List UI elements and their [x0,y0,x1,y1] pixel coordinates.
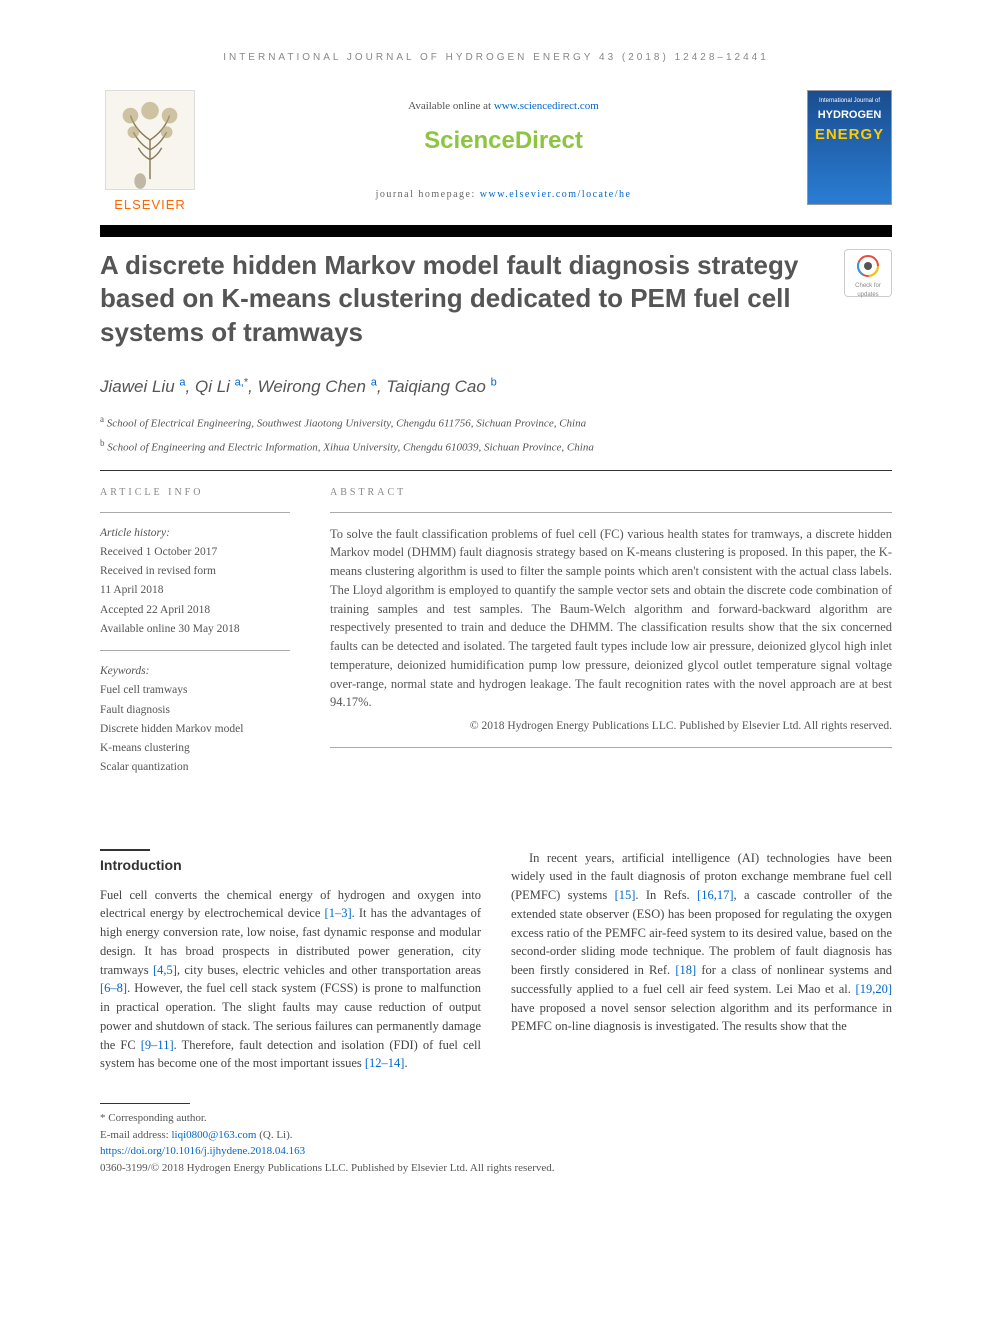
section-rule [100,849,150,851]
abstract-copyright: © 2018 Hydrogen Energy Publications LLC.… [330,718,892,735]
black-rule [100,225,892,237]
intro-para-2: In recent years, artificial intelligence… [511,849,892,1037]
aff-a-text: School of Electrical Engineering, Southw… [107,418,586,430]
sciencedirect-brand: ScienceDirect [220,123,787,159]
email-suffix: (Q. Li). [256,1129,292,1141]
keyword-2: Fault diagnosis [100,702,290,719]
author-3[interactable]: Weirong Chen [258,377,366,396]
elsevier-tree-icon [105,90,195,190]
header-center: Available online at www.sciencedirect.co… [220,90,787,202]
abstract-hr [330,512,892,513]
author-1-aff: a [179,376,185,388]
footer-rule [100,1103,190,1104]
keyword-4: K-means clustering [100,740,290,757]
article-title: A discrete hidden Markov model fault dia… [100,249,829,350]
affiliation-b: b School of Engineering and Electric Inf… [100,437,892,456]
sciencedirect-link[interactable]: www.sciencedirect.com [494,100,599,112]
journal-cover[interactable]: International Journal of HYDROGEN ENERGY [807,90,892,205]
affiliation-a: a School of Electrical Engineering, Sout… [100,413,892,432]
revised-date-2: 11 April 2018 [100,582,290,599]
doi-link[interactable]: https://doi.org/10.1016/j.ijhydene.2018.… [100,1145,305,1157]
author-2[interactable]: Qi Li [195,377,230,396]
article-info: ARTICLE INFO Article history: Received 1… [100,485,290,779]
abstract: ABSTRACT To solve the fault classificati… [330,485,892,779]
header-block: ELSEVIER Available online at www.science… [100,90,892,215]
ref-1-3[interactable]: [1–3] [325,906,352,920]
elsevier-name: ELSEVIER [100,195,200,215]
info-hr-2 [100,650,290,651]
crossmark-badge[interactable]: Check for updates [844,249,892,297]
abstract-text: To solve the fault classification proble… [330,525,892,713]
keyword-5: Scalar quantization [100,759,290,776]
author-1[interactable]: Jiawei Liu [100,377,175,396]
title-row: A discrete hidden Markov model fault dia… [100,249,892,350]
abstract-hr-bottom [330,747,892,748]
authors: Jiawei Liu a, Qi Li a,*, Weirong Chen a,… [100,374,892,400]
author-4-aff: b [491,376,497,388]
revised-date-1: Received in revised form [100,563,290,580]
cover-line2: HYDROGEN [812,107,887,124]
elsevier-logo[interactable]: ELSEVIER [100,90,200,215]
online-date: Available online 30 May 2018 [100,621,290,638]
intro-heading: Introduction [100,855,481,876]
intro-para-1: Fuel cell converts the chemical energy o… [100,886,481,1074]
accepted-date: Accepted 22 April 2018 [100,602,290,619]
hr-top [100,470,892,471]
body-columns: Introduction Fuel cell converts the chem… [100,849,892,1074]
journal-homepage: journal homepage: www.elsevier.com/locat… [220,187,787,202]
history-label: Article history: [100,525,290,542]
homepage-link[interactable]: www.elsevier.com/locate/he [480,189,632,200]
ref-15[interactable]: [15] [615,888,636,902]
crossmark-icon [856,254,880,278]
keyword-3: Discrete hidden Markov model [100,721,290,738]
received-date: Received 1 October 2017 [100,544,290,561]
info-abstract-row: ARTICLE INFO Article history: Received 1… [100,485,892,779]
aff-b-text: School of Engineering and Electric Infor… [107,441,594,453]
cover-line1: International Journal of [812,97,887,106]
available-prefix: Available online at [408,100,494,112]
available-online: Available online at www.sciencedirect.co… [220,98,787,115]
info-hr-1 [100,512,290,513]
page: INTERNATIONAL JOURNAL OF HYDROGEN ENERGY… [0,0,992,1236]
author-3-aff: a [371,376,377,388]
crossmark-label: Check for updates [845,282,891,300]
footer: * Corresponding author. E-mail address: … [100,1103,892,1176]
email-label: E-mail address: [100,1129,171,1141]
author-2-aff: a, [235,376,244,388]
email-link[interactable]: liqi0800@163.com [171,1129,256,1141]
abstract-head: ABSTRACT [330,485,892,500]
ref-19-20[interactable]: [19,20] [856,982,892,996]
author-2-corr: * [244,376,248,388]
corresponding-author: * Corresponding author. [100,1110,892,1127]
keywords-label: Keywords: [100,663,290,680]
running-head: INTERNATIONAL JOURNAL OF HYDROGEN ENERGY… [100,50,892,65]
ref-18[interactable]: [18] [675,963,696,977]
homepage-prefix: journal homepage: [376,189,480,200]
cover-line3: ENERGY [812,124,887,147]
ref-4-5[interactable]: [4,5] [153,963,177,977]
author-4[interactable]: Taiqiang Cao [386,377,486,396]
issn-copyright: 0360-3199/© 2018 Hydrogen Energy Publica… [100,1160,892,1177]
ref-9-11[interactable]: [9–11] [141,1038,174,1052]
keyword-1: Fuel cell tramways [100,682,290,699]
article-info-head: ARTICLE INFO [100,485,290,500]
ref-6-8[interactable]: [6–8] [100,981,127,995]
ref-16-17[interactable]: [16,17] [697,888,733,902]
email-line: E-mail address: liqi0800@163.com (Q. Li)… [100,1127,892,1144]
ref-12-14[interactable]: [12–14] [365,1056,405,1070]
